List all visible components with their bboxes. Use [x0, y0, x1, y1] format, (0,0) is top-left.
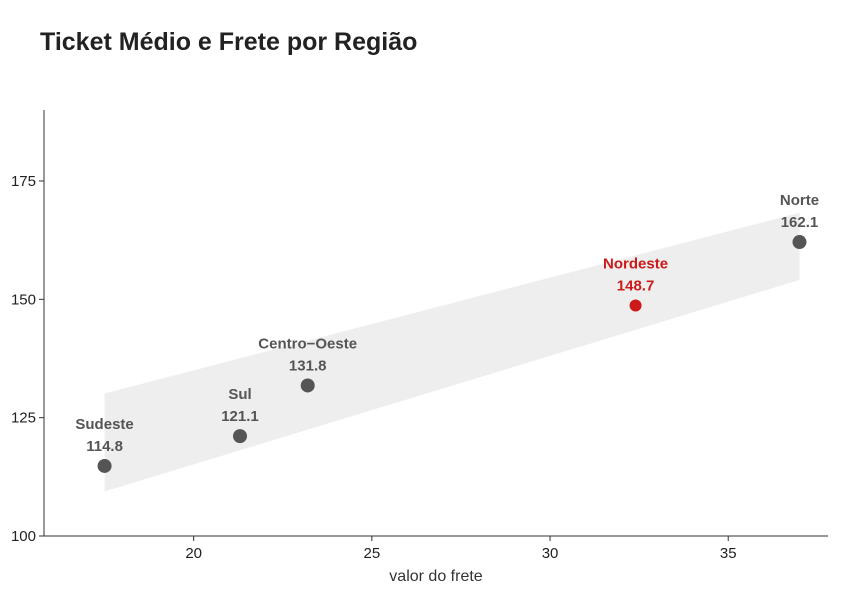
data-label-region: Sul [228, 386, 251, 403]
y-tick-label: 150 [11, 291, 36, 308]
data-label-region: Sudeste [75, 416, 133, 433]
x-tick-label: 20 [185, 545, 202, 562]
y-tick-label: 125 [11, 410, 36, 427]
data-label-value: 114.8 [86, 438, 123, 455]
x-tick-label: 30 [542, 545, 559, 562]
data-point [300, 378, 315, 393]
data-label-value: 148.7 [617, 277, 655, 294]
data-point [233, 429, 247, 444]
data-label-region: Nordeste [603, 255, 668, 272]
confidence-band [104, 212, 800, 492]
data-label-region: Norte [780, 192, 819, 209]
y-tick-label: 175 [11, 173, 36, 190]
x-axis-label: valor do frete [389, 568, 482, 585]
data-label-value: 121.1 [221, 408, 259, 425]
axes: 20 25 30 35 100 125 150 175 [11, 110, 828, 562]
data-label-region: Centro−Oeste [258, 335, 357, 352]
data-point [629, 299, 642, 312]
chart-title: Ticket Médio e Frete por Região [40, 28, 418, 56]
data-point [792, 235, 807, 250]
data-point [97, 458, 112, 473]
data-label-value: 162.1 [781, 214, 819, 231]
points-layer: 114.8 Sudeste 121.1 Sul 131.8 Centro−Oeste 148… [75, 192, 819, 473]
confidence-band-layer [104, 212, 800, 492]
y-tick-label: 100 [11, 528, 36, 545]
x-tick-label: 25 [364, 545, 381, 562]
data-label-value: 131.8 [289, 357, 327, 374]
x-tick-label: 35 [720, 545, 737, 562]
